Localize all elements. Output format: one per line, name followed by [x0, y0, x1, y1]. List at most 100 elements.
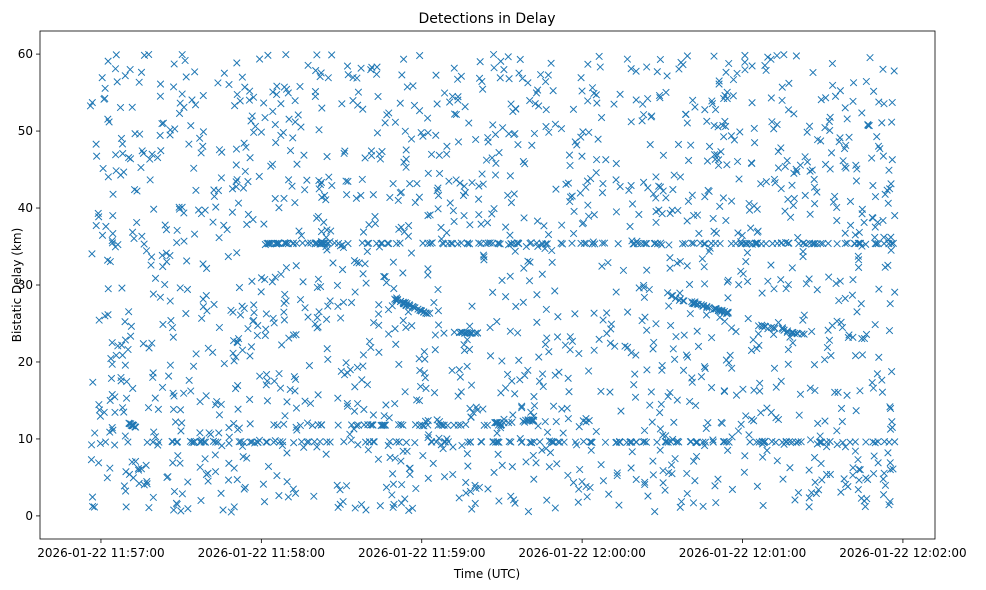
- data-point: [508, 463, 517, 471]
- data-point: [432, 131, 440, 139]
- data-point: [685, 280, 694, 289]
- data-point: [149, 493, 157, 502]
- data-point: [480, 256, 488, 264]
- data-point: [192, 350, 200, 358]
- data-point: [676, 173, 685, 181]
- data-point: [217, 489, 225, 497]
- data-point: [813, 286, 821, 294]
- data-point: [261, 331, 269, 340]
- data-point: [111, 151, 120, 159]
- data-point: [565, 388, 573, 396]
- data-point: [843, 239, 851, 247]
- data-point: [477, 239, 485, 248]
- data-point: [858, 205, 867, 213]
- data-point: [311, 92, 319, 101]
- data-point: [341, 147, 349, 155]
- data-point: [312, 66, 320, 75]
- data-point: [233, 90, 241, 99]
- data-point: [701, 106, 709, 114]
- data-point: [841, 162, 849, 171]
- data-point: [774, 164, 783, 172]
- data-point: [349, 73, 357, 82]
- data-point: [492, 438, 500, 446]
- data-point: [666, 254, 674, 262]
- data-point: [273, 82, 281, 90]
- data-point: [324, 74, 332, 82]
- data-point: [262, 310, 271, 318]
- data-point: [570, 207, 578, 216]
- data-point: [586, 174, 595, 183]
- data-point: [148, 339, 156, 347]
- data-point: [389, 258, 398, 266]
- data-point: [89, 378, 97, 386]
- data-point: [689, 96, 697, 104]
- data-point: [822, 470, 831, 479]
- data-point: [497, 57, 505, 65]
- data-point: [702, 424, 710, 433]
- data-point: [286, 146, 295, 155]
- data-point: [224, 476, 233, 484]
- data-point: [274, 239, 283, 248]
- data-point: [644, 184, 652, 192]
- data-point: [229, 308, 237, 316]
- data-point: [855, 239, 863, 247]
- data-point: [215, 323, 224, 332]
- data-point: [745, 199, 753, 208]
- data-point: [434, 321, 443, 329]
- data-point: [777, 144, 785, 152]
- data-point: [839, 157, 847, 165]
- data-point: [130, 185, 139, 194]
- data-point: [178, 50, 186, 59]
- data-point: [808, 327, 816, 336]
- data-point: [127, 322, 136, 330]
- data-point: [240, 139, 248, 147]
- data-point: [109, 229, 117, 238]
- data-point: [885, 326, 894, 335]
- data-point: [619, 266, 628, 275]
- data-point: [666, 209, 674, 218]
- data-point: [338, 265, 347, 274]
- data-point: [310, 438, 319, 446]
- data-point: [125, 308, 133, 316]
- data-point: [272, 138, 280, 147]
- data-point: [233, 175, 241, 184]
- data-point: [446, 98, 454, 106]
- data-point: [856, 387, 864, 395]
- data-point: [343, 369, 352, 377]
- data-point: [445, 177, 453, 185]
- data-point: [207, 430, 215, 438]
- data-point: [557, 239, 565, 247]
- data-point: [764, 277, 772, 285]
- data-point: [314, 275, 323, 283]
- data-point: [553, 333, 562, 341]
- data-point: [616, 182, 624, 191]
- data-point: [711, 106, 720, 114]
- data-point: [649, 457, 657, 465]
- data-point: [742, 412, 750, 420]
- data-point: [612, 208, 621, 216]
- data-point: [699, 438, 707, 446]
- data-point: [350, 425, 358, 433]
- data-point: [169, 83, 178, 91]
- data-point: [584, 60, 592, 68]
- data-point: [214, 438, 222, 446]
- data-point: [197, 437, 205, 445]
- data-point: [376, 502, 384, 510]
- data-point: [106, 464, 114, 472]
- data-point: [320, 239, 328, 247]
- data-point: [548, 258, 556, 267]
- data-point: [246, 420, 254, 428]
- data-point: [714, 156, 723, 164]
- data-point: [399, 269, 407, 277]
- data-point: [187, 121, 195, 130]
- data-point: [738, 231, 746, 240]
- data-point: [741, 58, 749, 66]
- data-point: [590, 346, 598, 354]
- data-point: [262, 325, 270, 333]
- data-point: [457, 328, 465, 336]
- data-point: [786, 333, 794, 341]
- data-point: [791, 496, 799, 504]
- data-point: [246, 352, 254, 360]
- data-point: [303, 438, 311, 446]
